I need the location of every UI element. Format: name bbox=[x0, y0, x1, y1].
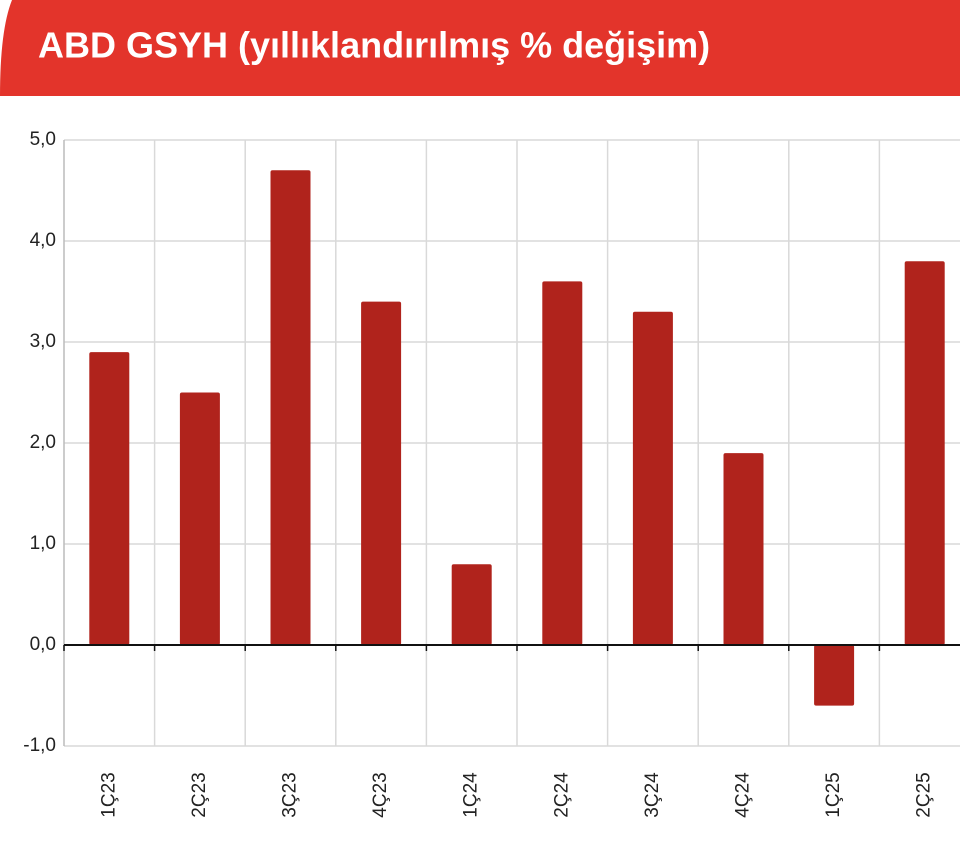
bar bbox=[814, 645, 855, 706]
y-tick-label: 1,0 bbox=[30, 533, 56, 554]
bar bbox=[89, 352, 130, 645]
x-tick-label: 1Ç23 bbox=[98, 772, 119, 817]
y-tick-label: 2,0 bbox=[30, 432, 56, 453]
x-tick-label: 2Ç23 bbox=[189, 772, 210, 817]
bar bbox=[361, 301, 402, 645]
y-tick-label: -1,0 bbox=[23, 735, 56, 756]
bar bbox=[632, 311, 673, 645]
bar bbox=[904, 261, 945, 645]
x-tick-label: 4Ç24 bbox=[733, 772, 754, 818]
x-tick-label: 2Ç24 bbox=[551, 772, 572, 818]
bar bbox=[179, 392, 220, 645]
x-tick-label: 1Ç25 bbox=[823, 772, 844, 817]
chart-title: ABD GSYH (yıllıklandırılmış % değişim) bbox=[38, 25, 710, 66]
bar bbox=[723, 453, 764, 645]
title-banner bbox=[0, 0, 960, 96]
bar bbox=[270, 170, 311, 646]
y-tick-label: 0,0 bbox=[30, 634, 56, 655]
bar bbox=[542, 281, 583, 645]
x-tick-label: 1Ç24 bbox=[461, 772, 482, 818]
x-tick-label: 3Ç23 bbox=[280, 772, 301, 817]
banner-corner bbox=[0, 0, 12, 96]
x-tick-label: 4Ç23 bbox=[370, 772, 391, 817]
y-tick-label: 3,0 bbox=[30, 331, 56, 352]
x-tick-label: 3Ç24 bbox=[642, 772, 663, 818]
bar bbox=[451, 564, 492, 645]
x-tick-label: 2Ç25 bbox=[914, 772, 935, 817]
y-tick-label: 4,0 bbox=[30, 230, 56, 251]
y-tick-label: 5,0 bbox=[30, 129, 56, 150]
